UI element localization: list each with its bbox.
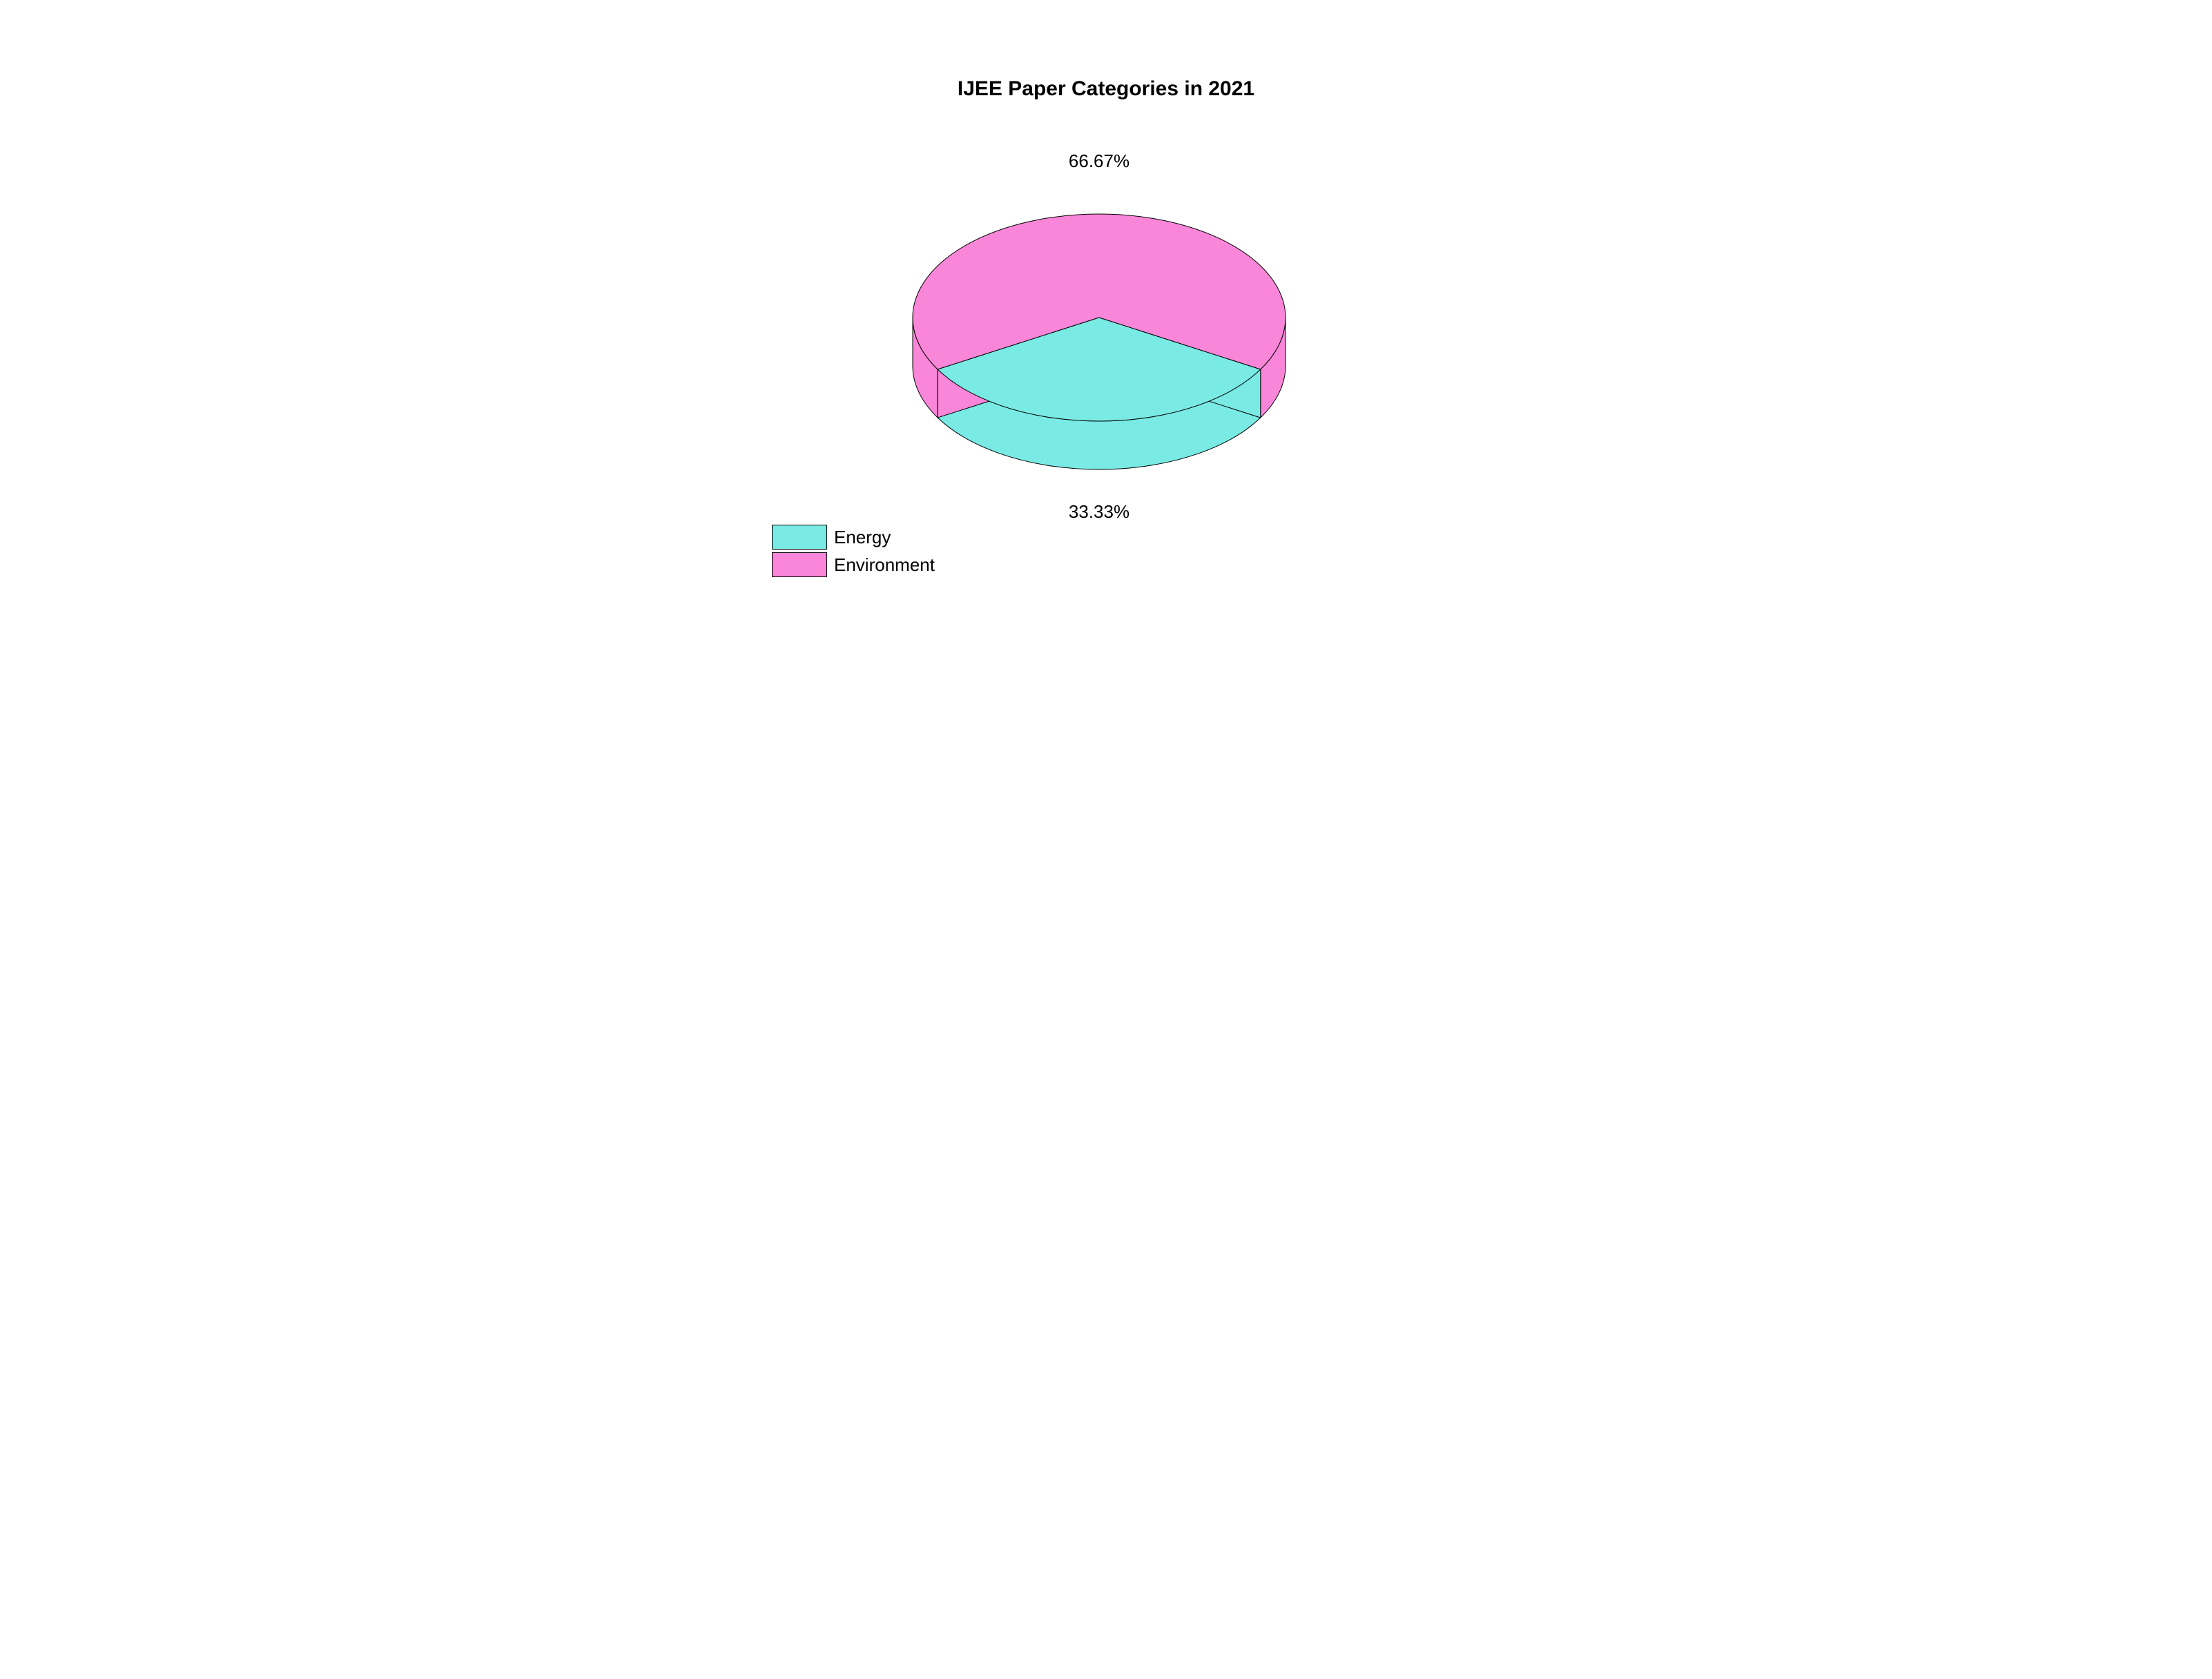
chart-stage: IJEE Paper Categories in 2021 66.67%33.3…: [671, 0, 1541, 660]
chart-legend: Energy Environment: [772, 525, 935, 580]
legend-swatch: [772, 525, 827, 550]
legend-label: Energy: [834, 527, 891, 548]
percent-label: 66.67%: [1058, 151, 1141, 172]
legend-item: Energy: [772, 525, 935, 550]
legend-label: Environment: [834, 554, 935, 576]
legend-swatch: [772, 552, 827, 577]
percent-label: 33.33%: [1058, 501, 1141, 523]
legend-item: Environment: [772, 552, 935, 577]
